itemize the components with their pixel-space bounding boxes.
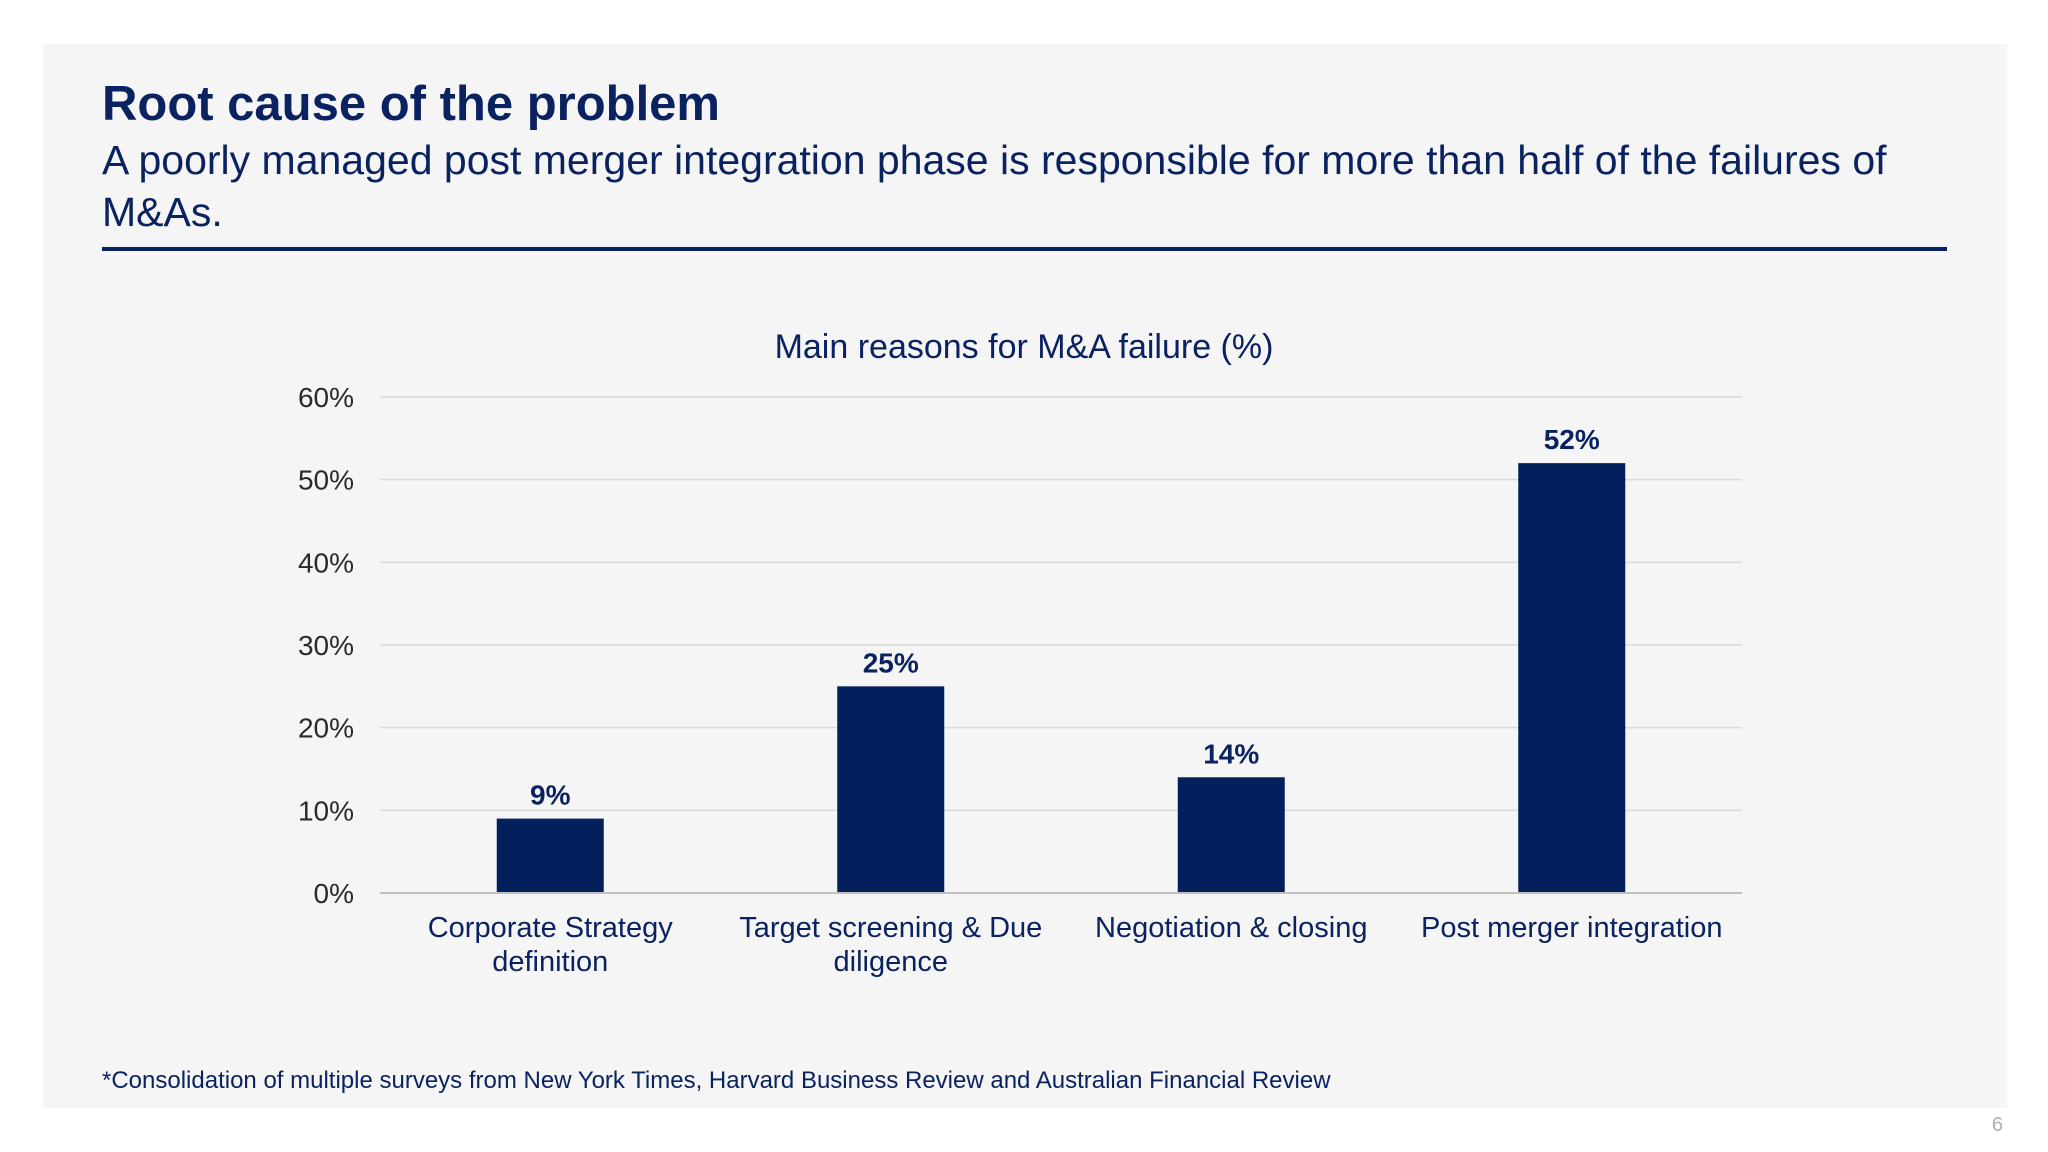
y-tick-label: 50% xyxy=(298,465,354,496)
data-labels: 9% 25% 14% 52% xyxy=(530,424,1600,810)
page-number: 6 xyxy=(1991,1114,2003,1136)
data-label: 9% xyxy=(530,780,571,811)
y-axis-tick-labels: 0% 10% 20% 30% 40% 50% 60% xyxy=(298,382,354,909)
category-label: Target screening & Due xyxy=(739,912,1042,944)
y-tick-label: 0% xyxy=(314,878,354,909)
footnote: *Consolidation of multiple surveys from … xyxy=(102,1067,1331,1094)
y-tick-label: 10% xyxy=(298,795,354,826)
y-tick-label: 60% xyxy=(298,382,354,413)
slide-background xyxy=(43,44,2007,1108)
data-label: 25% xyxy=(863,647,919,678)
bar xyxy=(496,818,604,893)
gridlines xyxy=(380,396,1742,812)
title-divider xyxy=(102,247,1947,251)
data-label: 52% xyxy=(1544,424,1600,455)
chart-title: Main reasons for M&A failure (%) xyxy=(775,328,1274,366)
category-label: diligence xyxy=(834,946,948,978)
bar xyxy=(1177,777,1285,893)
slide-title: Root cause of the problem xyxy=(102,77,721,131)
bar xyxy=(1518,463,1626,893)
slide-subtitle: A poorly managed post merger integration… xyxy=(102,137,1887,235)
data-label: 14% xyxy=(1203,738,1259,769)
category-label: Corporate Strategy xyxy=(428,912,674,944)
category-label: definition xyxy=(492,946,608,978)
y-tick-label: 30% xyxy=(298,630,354,661)
bar xyxy=(837,686,945,893)
category-label: Post merger integration xyxy=(1421,912,1722,944)
y-tick-label: 20% xyxy=(298,713,354,744)
bars xyxy=(496,463,1626,893)
category-label: Negotiation & closing xyxy=(1095,912,1367,944)
y-tick-label: 40% xyxy=(298,547,354,578)
